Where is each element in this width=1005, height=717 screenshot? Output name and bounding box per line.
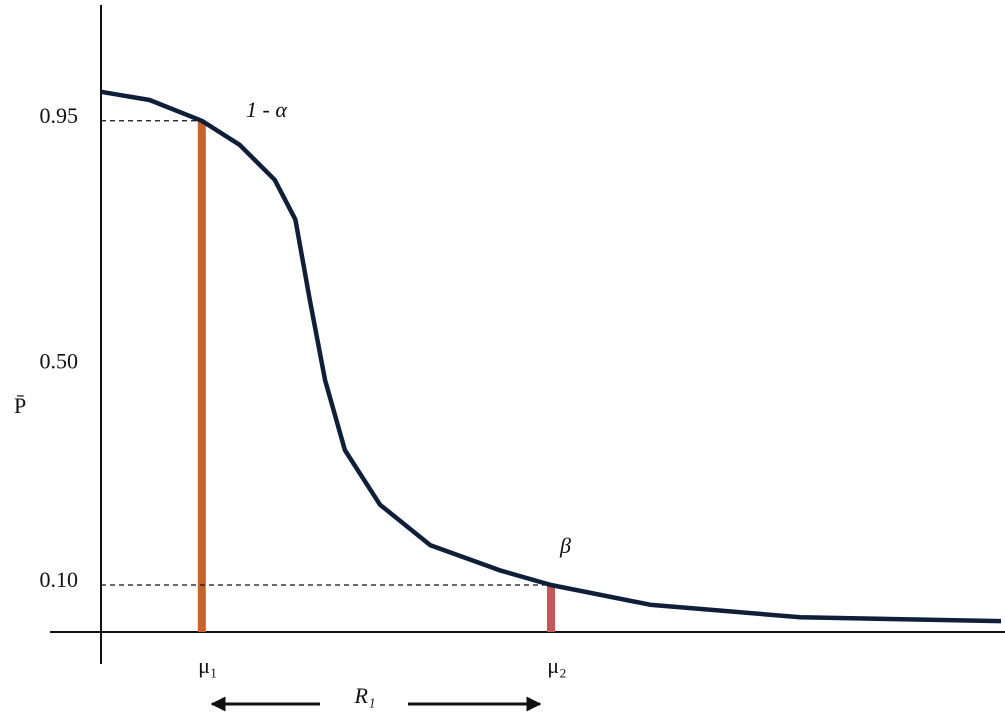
annotation: 1 - α [246,97,287,122]
range-label: R₁ [353,683,375,708]
marker-bar [197,120,206,633]
annotation: β [559,533,571,558]
y-tick-label: 0.10 [40,567,79,592]
y-tick-label: 0.95 [40,103,79,128]
curve [100,89,1002,624]
marker-label: μ₁ [198,653,217,678]
y-axis-label: P̄ [14,393,26,418]
marker-label: μ₂ [547,653,566,678]
y-tick-label: 0.50 [40,349,79,374]
marker-bar [547,585,555,632]
